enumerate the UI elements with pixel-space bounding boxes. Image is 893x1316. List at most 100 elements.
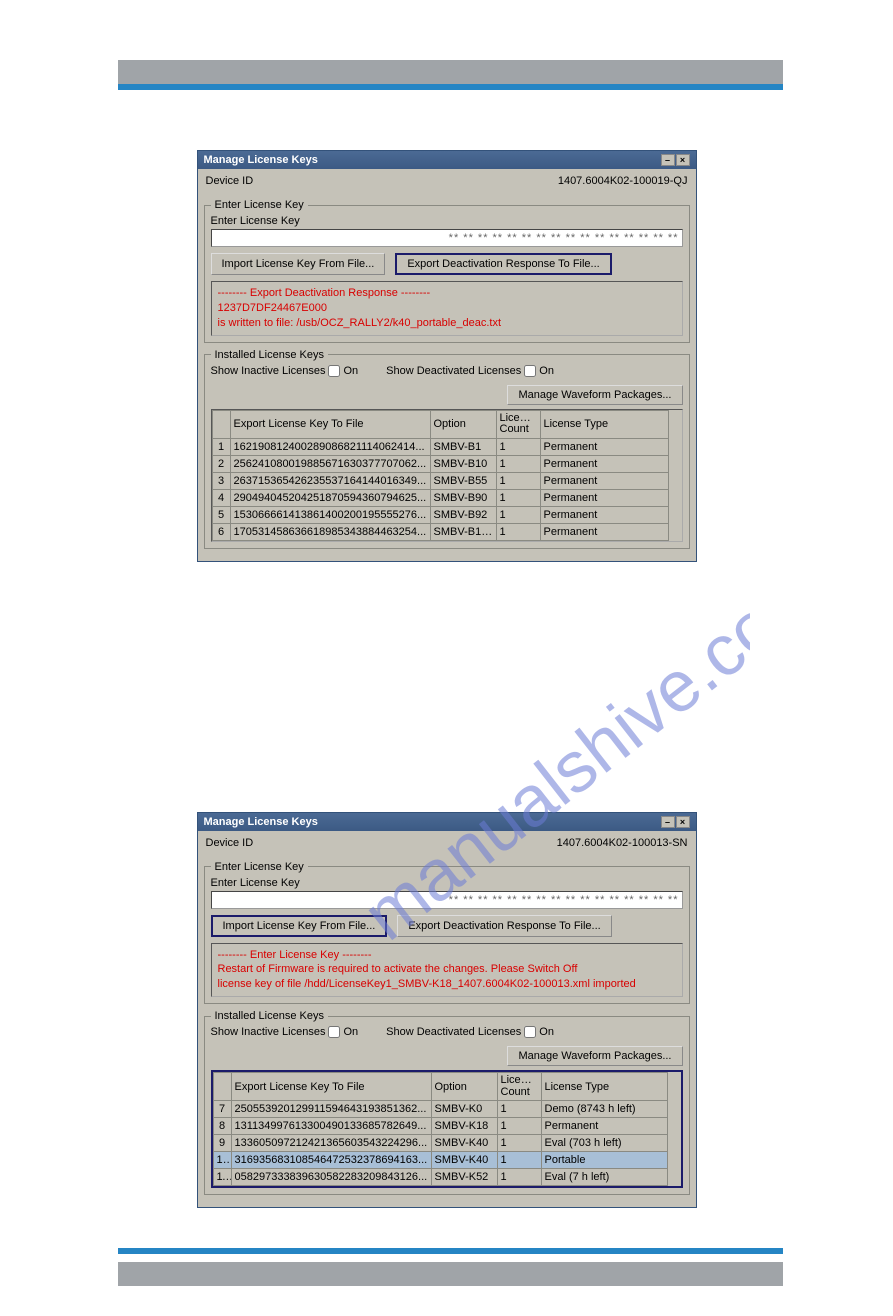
show-inactive-checkbox[interactable] — [328, 1026, 340, 1038]
status-line: license key of file /hdd/LicenseKey1_SMB… — [218, 977, 676, 992]
table-row[interactable]: 9133605097212421365603543224296...SMBV-K… — [213, 1135, 680, 1152]
col-num-header — [212, 410, 230, 438]
export-deactivation-button[interactable]: Export Deactivation Response To File... — [395, 253, 611, 275]
cell-count: 1 — [497, 1169, 541, 1186]
show-inactive-label: Show Inactive Licenses — [211, 365, 326, 377]
row-number: 10 — [213, 1152, 231, 1169]
cell-option: SMBV-K0 — [431, 1101, 497, 1118]
row-number: 4 — [212, 489, 230, 506]
cell-type: Permanent — [540, 489, 681, 506]
col-key-header[interactable]: Export License Key To File — [230, 410, 430, 438]
installed-license-keys-group: Installed License Keys Show Inactive Lic… — [204, 349, 690, 549]
installed-license-keys-group: Installed License Keys Show Inactive Lic… — [204, 1010, 690, 1195]
page-root: manualshive.com Manage License Keys – × … — [0, 60, 893, 1316]
col-count-header[interactable]: License Count — [496, 410, 540, 438]
table-row[interactable]: 6170531458636618985343884463254...SMBV-B… — [212, 523, 681, 540]
enter-license-key-label: Enter License Key — [211, 877, 683, 889]
enter-license-key-group: Enter License Key Enter License Key Impo… — [204, 199, 690, 343]
row-number: 11 — [213, 1169, 231, 1186]
cell-type: Portable — [541, 1152, 680, 1169]
manage-waveform-packages-button[interactable]: Manage Waveform Packages... — [507, 385, 682, 405]
row-number: 2 — [212, 455, 230, 472]
footer-bar-blue — [118, 1248, 783, 1254]
license-key-input[interactable] — [211, 891, 683, 909]
header-bar-gray — [118, 60, 783, 84]
cell-key: 290494045204251870594360794625... — [230, 489, 430, 506]
show-inactive-checkbox[interactable] — [328, 365, 340, 377]
col-option-header[interactable]: Option — [430, 410, 496, 438]
spacer — [0, 90, 893, 150]
on-label: On — [343, 365, 358, 377]
show-deactivated-checkbox[interactable] — [524, 1026, 536, 1038]
minimize-icon[interactable]: – — [661, 816, 675, 828]
license-key-input[interactable] — [211, 229, 683, 247]
scrollbar[interactable] — [668, 410, 682, 541]
titlebar[interactable]: Manage License Keys – × — [198, 151, 696, 169]
enter-license-key-legend: Enter License Key — [211, 861, 308, 873]
table-row[interactable]: 5153066661413861400200195555276...SMBV-B… — [212, 506, 681, 523]
status-line: is written to file: /usb/OCZ_RALLY2/k40_… — [218, 316, 676, 331]
import-license-key-button[interactable]: Import License Key From File... — [211, 915, 388, 937]
cell-count: 1 — [497, 1152, 541, 1169]
table-row[interactable]: 4290494045204251870594360794625...SMBV-B… — [212, 489, 681, 506]
col-type-header[interactable]: License Type — [540, 410, 681, 438]
row-number: 9 — [213, 1135, 231, 1152]
cell-option: SMBV-B92 — [430, 506, 496, 523]
row-number: 6 — [212, 523, 230, 540]
show-inactive-label: Show Inactive Licenses — [211, 1026, 326, 1038]
on-label: On — [539, 1026, 554, 1038]
cell-count: 1 — [496, 438, 540, 455]
cell-key: 058297333839630582283209843126... — [231, 1169, 431, 1186]
table-row[interactable]: 11058297333839630582283209843126...SMBV-… — [213, 1169, 680, 1186]
cell-count: 1 — [496, 523, 540, 540]
table-row[interactable]: 7250553920129911594643193851362...SMBV-K… — [213, 1101, 680, 1118]
show-deactivated-checkbox[interactable] — [524, 365, 536, 377]
cell-type: Permanent — [541, 1118, 680, 1135]
cell-count: 1 — [496, 455, 540, 472]
col-option-header[interactable]: Option — [431, 1073, 497, 1101]
manage-waveform-packages-button[interactable]: Manage Waveform Packages... — [507, 1046, 682, 1066]
status-line: -------- Export Deactivation Response --… — [218, 286, 676, 301]
close-icon[interactable]: × — [676, 154, 690, 166]
import-license-key-button[interactable]: Import License Key From File... — [211, 253, 386, 275]
col-type-header[interactable]: License Type — [541, 1073, 680, 1101]
titlebar[interactable]: Manage License Keys – × — [198, 813, 696, 831]
spacer — [0, 1208, 893, 1248]
cell-key: 153066661413861400200195555276... — [230, 506, 430, 523]
cell-type: Eval (703 h left) — [541, 1135, 680, 1152]
cell-count: 1 — [497, 1118, 541, 1135]
export-deactivation-button[interactable]: Export Deactivation Response To File... — [397, 915, 611, 937]
row-number: 1 — [212, 438, 230, 455]
cell-key: 131134997613300490133685782649... — [231, 1118, 431, 1135]
license-table: Export License Key To File Option Licens… — [211, 409, 683, 542]
cell-key: 316935683108546472532378694163... — [231, 1152, 431, 1169]
installed-license-keys-legend: Installed License Keys — [211, 349, 328, 361]
close-icon[interactable]: × — [676, 816, 690, 828]
window-title: Manage License Keys — [204, 154, 318, 166]
table-row[interactable]: 2256241080019885671630377707062...SMBV-B… — [212, 455, 681, 472]
license-table: Export License Key To File Option Licens… — [211, 1070, 683, 1188]
window-title: Manage License Keys — [204, 816, 318, 828]
cell-type: Permanent — [540, 455, 681, 472]
cell-type: Permanent — [540, 523, 681, 540]
row-number: 5 — [212, 506, 230, 523]
col-count-header[interactable]: License Count — [497, 1073, 541, 1101]
cell-option: SMBV-K18 — [431, 1118, 497, 1135]
cell-type: Permanent — [540, 438, 681, 455]
status-message: -------- Export Deactivation Response --… — [211, 281, 683, 336]
cell-option: SMBV-B106 — [430, 523, 496, 540]
scrollbar[interactable] — [667, 1072, 681, 1186]
minimize-icon[interactable]: – — [661, 154, 675, 166]
dialog-manage-license-keys-bottom: Manage License Keys – × Device ID 1407.6… — [197, 812, 697, 1209]
device-id-value: 1407.6004K02-100013-SN — [557, 837, 688, 849]
status-message: -------- Enter License Key -------- Rest… — [211, 943, 683, 998]
table-row[interactable]: 1162190812400289086821114062414...SMBV-B… — [212, 438, 681, 455]
table-row[interactable]: 3263715365426235537164144016349...SMBV-B… — [212, 472, 681, 489]
cell-type: Permanent — [540, 506, 681, 523]
cell-count: 1 — [497, 1101, 541, 1118]
table-row[interactable]: 8131134997613300490133685782649...SMBV-K… — [213, 1118, 680, 1135]
row-number: 8 — [213, 1118, 231, 1135]
col-key-header[interactable]: Export License Key To File — [231, 1073, 431, 1101]
table-row[interactable]: 10316935683108546472532378694163...SMBV-… — [213, 1152, 680, 1169]
status-line: Restart of Firmware is required to activ… — [218, 962, 676, 977]
